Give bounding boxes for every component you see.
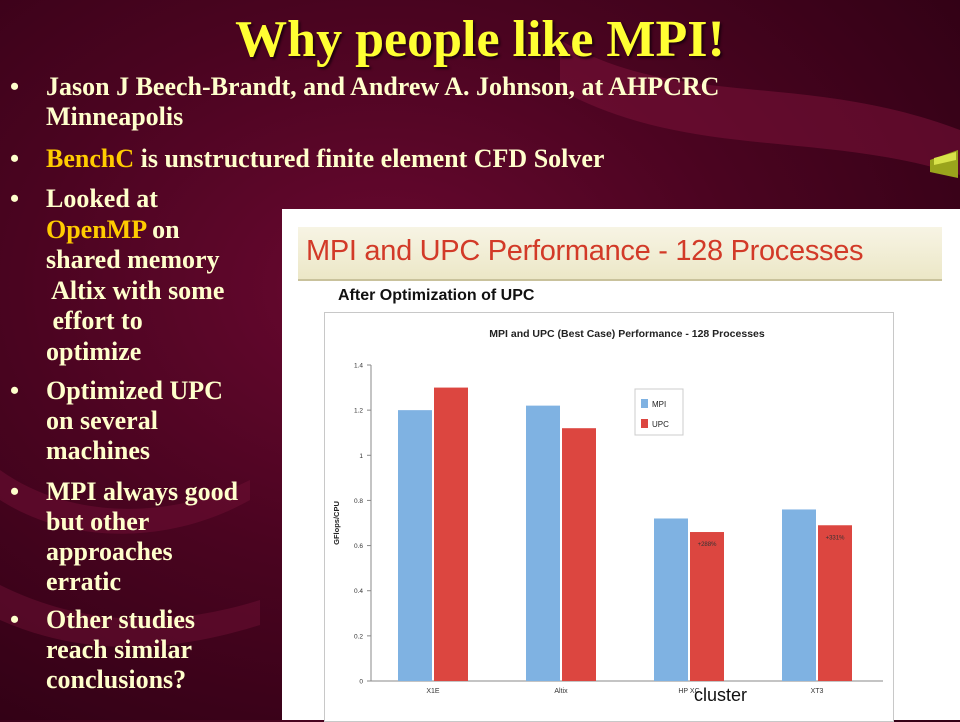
bullet-marker: • xyxy=(10,376,20,405)
bullet-authors-line1: Jason J Beech-Brandt, and Andrew A. John… xyxy=(46,72,720,101)
openmp-line3: shared memory xyxy=(46,245,220,274)
cluster-note: cluster xyxy=(694,685,748,705)
y-tick-label: 1.2 xyxy=(354,408,363,415)
openmp-line5: effort to xyxy=(46,306,143,335)
figure-panel: MPI and UPC Performance - 128 Processes … xyxy=(282,209,960,722)
mpi-line2: but other xyxy=(46,507,150,536)
mpi-line4: erratic xyxy=(46,567,122,596)
openmp-line6: optimize xyxy=(46,336,142,366)
bar-upc-x1e xyxy=(434,387,468,681)
bar-mpi-hp-xc xyxy=(654,518,688,681)
figure-banner: MPI and UPC Performance - 128 Processes xyxy=(298,227,942,281)
chart-container: MPI and UPC (Best Case) Performance - 12… xyxy=(324,312,894,722)
bar-mpi-xt3 xyxy=(782,509,816,681)
y-axis-label: GFlops/CPU xyxy=(332,501,341,545)
bar-chart: MPI and UPC (Best Case) Performance - 12… xyxy=(332,328,883,695)
legend-swatch-mpi xyxy=(641,399,648,408)
upc-line1: Optimized UPC xyxy=(46,376,223,405)
bullet-benchc-text: is unstructured finite element CFD Solve… xyxy=(134,144,605,173)
legend-swatch-upc xyxy=(641,419,648,428)
y-tick-label: 0.4 xyxy=(354,588,363,595)
y-tick-label: 0 xyxy=(359,679,363,686)
upc-line3: machines xyxy=(46,436,150,465)
y-tick-label: 0.8 xyxy=(354,498,363,505)
studies-line2: reach similar xyxy=(46,635,193,664)
y-tick-label: 1 xyxy=(359,453,363,460)
x-tick-label: Altix xyxy=(554,688,568,695)
y-tick-label: 0.6 xyxy=(354,543,363,550)
benchc-highlight: BenchC xyxy=(46,144,135,173)
mpi-line3: approaches xyxy=(46,537,173,566)
bar-upc-hp-xc xyxy=(690,532,724,681)
openmp-highlight: OpenMP xyxy=(46,214,146,244)
bar-upc-altix xyxy=(562,428,596,681)
openmp-line1: Looked at xyxy=(46,184,158,213)
figure-banner-text: MPI and UPC Performance - 128 Processes xyxy=(306,235,864,267)
openmp-line4: Altix with some xyxy=(46,275,225,305)
bullet-marker: • xyxy=(10,605,20,634)
slide-title: Why people like MPI! xyxy=(235,11,725,68)
bullet-marker: • xyxy=(10,184,20,213)
y-tick-label: 0.2 xyxy=(354,633,363,640)
openmp-line2: on xyxy=(145,214,180,244)
bullet-authors-line2: Minneapolis xyxy=(46,102,184,131)
bullet-marker: • xyxy=(10,144,20,173)
y-tick-label: 1.4 xyxy=(354,363,363,370)
bullet-marker: • xyxy=(10,72,20,101)
studies-line1: Other studies xyxy=(46,605,196,634)
x-tick-label: HP XC xyxy=(678,688,699,695)
bar-annotation: +288% xyxy=(698,542,718,548)
bar-annotation: +331% xyxy=(826,535,846,541)
bar-mpi-x1e xyxy=(398,410,432,681)
x-tick-label: X1E xyxy=(426,688,440,695)
bullet-marker: • xyxy=(10,477,20,506)
bar-upc-xt3 xyxy=(818,525,852,681)
legend-label-mpi: MPI xyxy=(652,400,666,409)
figure-subtitle: After Optimization of UPC xyxy=(338,287,535,304)
bar-mpi-altix xyxy=(526,405,560,681)
legend-label-upc: UPC xyxy=(652,420,669,429)
chart-title: MPI and UPC (Best Case) Performance - 12… xyxy=(489,328,765,340)
x-tick-label: XT3 xyxy=(811,688,824,695)
studies-line3: conclusions? xyxy=(46,665,187,694)
upc-line2: on several xyxy=(46,406,158,435)
mpi-line1: MPI always good xyxy=(46,477,239,506)
